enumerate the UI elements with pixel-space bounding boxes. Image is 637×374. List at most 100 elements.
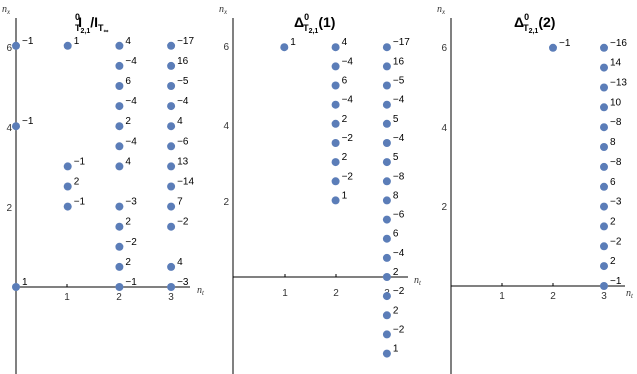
panel-3-point-8 [600, 182, 608, 191]
panel-2-point-13 [382, 100, 391, 109]
panel-1-point-19 [167, 41, 176, 50]
panel-1-axes: nx nt 1 2 3 2 4 6 [2, 4, 205, 374]
panel-2-point-label-22: 2 [393, 267, 399, 278]
panel-1-point-11 [115, 122, 124, 131]
panel-1-point-label-22: −4 [177, 96, 189, 107]
panel-2-point-label-26: 1 [393, 344, 399, 355]
panel-2-ytick-label-2: 2 [223, 197, 229, 208]
panel-2-point-label-14: 5 [393, 114, 399, 125]
panel-3-point-5 [600, 123, 608, 132]
panel-1-ytick-label-2: 2 [6, 203, 12, 214]
panel-2-point-label-4: −4 [342, 95, 354, 106]
panel-1-point-label-4: −1 [74, 156, 86, 167]
panel-1-point-label-25: 13 [177, 156, 189, 167]
panel-1-ytick-label-6: 6 [6, 43, 12, 54]
panel-2-point-7 [331, 158, 340, 167]
panel-3-point-label-2: 14 [610, 58, 622, 69]
panel-1-point-22 [167, 102, 176, 111]
panel-1-point-15 [115, 222, 124, 231]
panel-1-point-label-17: 2 [125, 257, 131, 268]
panel-1-point-label-12: −4 [125, 136, 137, 147]
panel-1-title: I0 T2,1/IT∞ [75, 12, 109, 35]
panel-3-point-6 [600, 143, 608, 151]
panel-2-point-label-7: 2 [342, 152, 348, 163]
panel-3-point-1 [600, 43, 608, 52]
panel-3: Δ0 T2,1(2) nx nt 1 2 3 2 4 6 −1 −1614−1310… [437, 4, 634, 374]
panel-2-ytick-label-4: 4 [223, 121, 229, 132]
panel-2-point-21 [382, 253, 391, 262]
panel-2-point-label-5: 2 [342, 114, 348, 125]
panel-2-point-label-2: −4 [342, 56, 354, 67]
panel-2-point-label-11: 16 [393, 56, 405, 67]
panel-3-point-13 [600, 282, 608, 290]
panel-1-point-23 [167, 122, 176, 131]
panel-1-point-label-30: −3 [177, 277, 189, 288]
panel-1-point-20 [167, 61, 176, 70]
panel-2-point-9 [331, 196, 340, 205]
panel-1-point-label-10: −4 [125, 96, 137, 107]
panel-3-point-0 [549, 43, 557, 52]
panel-1-point-label-15: 2 [125, 217, 131, 228]
panel-1-point-label-19: −17 [177, 36, 194, 47]
panel-2-point-label-18: 8 [393, 190, 399, 201]
panel-1-point-27 [167, 202, 176, 211]
panel-2-point-2 [331, 62, 340, 71]
panel-3-point-label-10: 2 [610, 216, 616, 227]
panel-1-point-25 [167, 162, 176, 171]
panel-2-point-17 [382, 177, 391, 186]
panel-2-point-23 [382, 292, 391, 301]
panel-2-point-3 [331, 81, 340, 90]
panel-1-point-12 [115, 142, 124, 151]
panel-2-point-label-10: −17 [393, 37, 410, 48]
panel-1-point-26 [167, 182, 176, 191]
panel-1-point-label-3: 1 [74, 36, 80, 47]
panel-2-point-26 [382, 349, 391, 358]
panel-1-point-label-16: −2 [125, 237, 137, 248]
panel-3-point-7 [600, 162, 608, 171]
panel-2-point-22 [382, 273, 391, 281]
panel-1-point-label-2: 1 [22, 277, 28, 288]
panel-3-point-label-8: 6 [610, 177, 616, 188]
panel-1-point-label-28: −2 [177, 217, 189, 228]
panel-2-point-14 [382, 119, 391, 128]
panel-3-point-label-0: −1 [559, 38, 571, 49]
panel-3-xtick-label-1: 1 [499, 291, 505, 302]
panel-1-point-21 [167, 82, 176, 90]
panel-1-point-0 [12, 41, 20, 50]
panel-1-point-label-0: −1 [22, 36, 34, 47]
panel-1-point-13 [115, 162, 124, 171]
panel-3-ylabel: nx [437, 4, 446, 16]
panel-3-point-label-3: −13 [610, 78, 627, 89]
panel-3-axes: nx nt 1 2 3 2 4 6 [437, 4, 634, 374]
panel-1-ytick-label-4: 4 [6, 123, 12, 134]
panel-2-point-25 [382, 330, 391, 339]
panel-1-point-label-23: 4 [177, 116, 183, 127]
panel-1-point-label-21: −5 [177, 76, 189, 87]
panel-2-point-label-15: −4 [393, 133, 405, 144]
panel-1-xtick-label-1: 1 [64, 292, 70, 303]
panel-2-point-label-3: 6 [342, 76, 348, 87]
panel-3-point-label-6: 8 [610, 137, 616, 148]
panel-1-xlabel: nt [197, 285, 205, 297]
panel-1-point-30 [167, 283, 176, 291]
panel-2-point-label-25: −2 [393, 324, 405, 335]
panel-1-point-label-1: −1 [22, 116, 34, 127]
panel-2-point-8 [331, 177, 340, 186]
panel-2-point-label-19: −6 [393, 210, 405, 221]
panel-3-point-11 [600, 242, 608, 251]
panel-2-point-label-0: 1 [290, 37, 296, 48]
panel-2-point-19 [382, 215, 391, 224]
panel-2-point-16 [382, 158, 391, 167]
panel-2-point-label-9: 1 [342, 190, 348, 201]
panel-2-point-0 [280, 43, 289, 52]
panel-2-point-1 [331, 43, 340, 52]
panel-3-point-label-13: −1 [610, 276, 622, 287]
panel-3-point-10 [600, 222, 608, 231]
panel-1-point-5 [63, 182, 72, 191]
panel-3-title: Δ0 T2,1(2) [514, 12, 555, 35]
panel-3-xtick-label-3: 3 [601, 291, 607, 302]
panel-3-point-3 [600, 83, 608, 92]
panel-3-point-label-7: −8 [610, 157, 622, 168]
